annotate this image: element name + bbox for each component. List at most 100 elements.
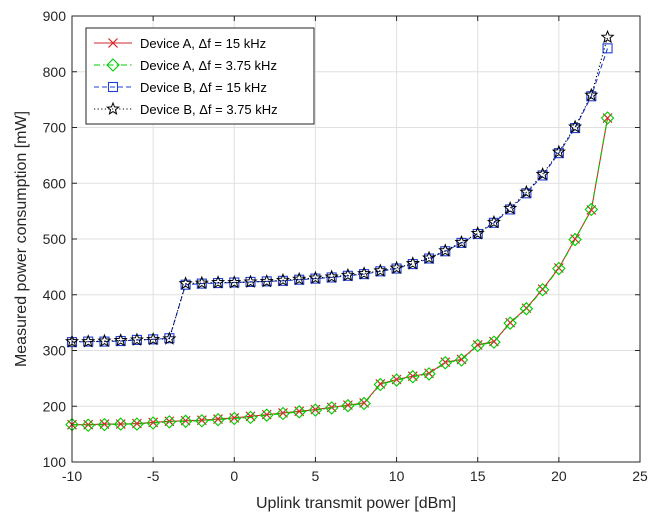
data-point	[373, 377, 388, 392]
y-tick-label: 800	[43, 64, 67, 80]
data-point	[389, 260, 404, 274]
data-point	[503, 316, 517, 330]
series-line	[71, 48, 609, 343]
legend-marker	[108, 38, 118, 48]
data-point	[568, 119, 583, 133]
data-point	[194, 275, 209, 290]
data-point	[537, 170, 548, 181]
legend-entry: Device B, Δf = 3.75 kHz	[94, 101, 278, 117]
data-point	[340, 267, 355, 282]
data-point	[97, 417, 112, 432]
data-point	[308, 270, 323, 284]
data-point	[519, 301, 534, 316]
data-point	[470, 338, 485, 353]
data-point	[261, 276, 272, 287]
data-point	[81, 418, 96, 432]
x-tick-label: -5	[147, 468, 160, 484]
legend-entry: Device A, Δf = 15 kHz	[94, 36, 266, 51]
y-tick-label: 100	[43, 454, 67, 470]
y-axis-label: Measured power consumption [mW]	[13, 111, 30, 367]
data-point	[602, 43, 613, 54]
data-point	[162, 331, 177, 345]
ticks-layer: -10 -5 0 5 10 15 20 25 100 200 300 400 500 600 700 800 9…	[43, 8, 648, 484]
data-point	[146, 331, 161, 346]
data-point	[553, 148, 564, 159]
data-point	[373, 263, 388, 277]
data-point	[211, 275, 226, 289]
legend-marker	[106, 58, 120, 72]
data-point	[505, 204, 516, 215]
data-point	[178, 276, 193, 290]
data-point	[275, 272, 290, 287]
y-tick-label: 300	[43, 343, 67, 359]
series-2	[65, 111, 615, 432]
data-point	[308, 403, 323, 417]
x-axis-label: Uplink transmit power [dBm]	[256, 495, 456, 512]
x-tick-label: 15	[470, 468, 486, 484]
data-point	[324, 401, 339, 415]
legend-marker	[107, 81, 119, 93]
data-point	[227, 275, 242, 289]
data-point	[259, 274, 274, 288]
data-point	[422, 367, 436, 381]
data-point	[470, 226, 485, 240]
legend-box	[85, 27, 315, 125]
data-point	[584, 202, 599, 217]
data-point	[310, 273, 321, 284]
legend-label: Device A, Δf = 3.75 kHz	[140, 58, 277, 73]
data-point	[600, 111, 615, 125]
data-point	[440, 246, 451, 257]
data-point	[535, 166, 550, 181]
data-point	[113, 417, 128, 431]
data-point	[243, 410, 258, 425]
x-tick-label: 0	[230, 468, 238, 484]
marker-stroke	[245, 411, 256, 422]
data-point	[359, 269, 370, 280]
data-point	[178, 414, 193, 429]
series-line	[72, 37, 609, 343]
legend-label: Device B, Δf = 3.75 kHz	[140, 102, 278, 117]
data-point	[245, 411, 256, 422]
data-point	[97, 333, 112, 347]
data-point	[487, 335, 501, 349]
legend-marker	[105, 101, 121, 115]
data-point	[341, 398, 355, 413]
data-point	[552, 261, 566, 276]
data-point	[454, 353, 469, 367]
x-tick-label: 5	[312, 468, 320, 484]
data-point	[456, 237, 467, 248]
y-tick-label: 700	[43, 120, 67, 136]
data-point	[99, 336, 110, 347]
x-tick-label: 25	[632, 468, 648, 484]
data-point	[423, 253, 435, 264]
data-point	[357, 396, 371, 411]
data-point	[407, 259, 418, 270]
y-tick-label: 900	[43, 8, 67, 24]
y-tick-label: 200	[43, 398, 67, 414]
series-layer	[64, 29, 615, 432]
data-point	[551, 144, 566, 158]
x-tick-label: -10	[62, 468, 82, 484]
legend-label: Device B, Δf = 15 kHz	[140, 80, 267, 95]
data-point	[521, 188, 532, 199]
data-point	[130, 417, 144, 431]
data-point	[600, 29, 615, 44]
data-point	[195, 413, 209, 428]
marker-stroke	[108, 38, 118, 48]
data-point	[162, 415, 177, 429]
data-point	[180, 279, 191, 290]
series-line	[71, 117, 609, 426]
data-point	[324, 269, 339, 283]
data-point	[438, 243, 453, 257]
data-point	[227, 411, 242, 426]
data-point	[519, 184, 534, 199]
series-4	[64, 29, 615, 348]
data-point	[292, 405, 306, 419]
data-point	[294, 274, 305, 285]
data-point	[584, 87, 599, 102]
data-point	[422, 250, 437, 264]
legend-entry: Device A, Δf = 3.75 kHz	[94, 58, 277, 73]
data-point	[81, 334, 96, 348]
data-point	[213, 277, 224, 289]
